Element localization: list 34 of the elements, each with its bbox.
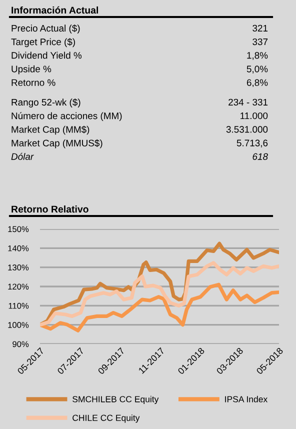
text: Número de acciones (MM) (12, 112, 122, 122)
text: 321 (252, 24, 268, 32)
text: Market Cap (MMUS$) (12, 139, 102, 148)
text: Target Price ($) (11, 38, 75, 48)
text: 5,0% (246, 66, 268, 74)
chart-title: Retorno Relativo (12, 205, 88, 213)
y-tick-label: 120% (8, 284, 29, 290)
y-tick-label: 130% (8, 264, 29, 270)
legend-label: CHILE CC Equity (72, 414, 140, 423)
line-series (40, 282, 279, 332)
text: 234 - 331 (228, 98, 268, 106)
text: Upside % (12, 65, 52, 74)
text: Precio Actual ($) (12, 24, 80, 34)
text: 3.531.000 (226, 126, 268, 133)
text: 337 (252, 38, 268, 46)
text: 11.000 (240, 112, 268, 120)
text: 1,8% (247, 52, 268, 60)
text: Dólar (11, 152, 34, 160)
text: Información Actual (12, 6, 98, 14)
text: Dividend Yield % (12, 52, 82, 59)
line-series (40, 261, 279, 327)
y-tick-label: 140% (8, 245, 29, 252)
y-tick-label: 110% (8, 302, 29, 309)
text: 618 (252, 153, 268, 160)
text: Retorno % (12, 79, 56, 86)
legend-label: IPSA Index (225, 396, 268, 402)
y-tick-label: 90% (12, 341, 29, 348)
text: Rango 52-wk ($) (12, 98, 80, 108)
y-tick-label: 100% (8, 322, 29, 328)
text: 6,8% (246, 79, 268, 88)
y-tick-label: 150% (8, 226, 29, 232)
legend-label: SMCHILEB CC Equity (72, 396, 159, 404)
text: Market Cap (MM$) (12, 126, 90, 135)
text: 5.713,6 (236, 140, 268, 148)
